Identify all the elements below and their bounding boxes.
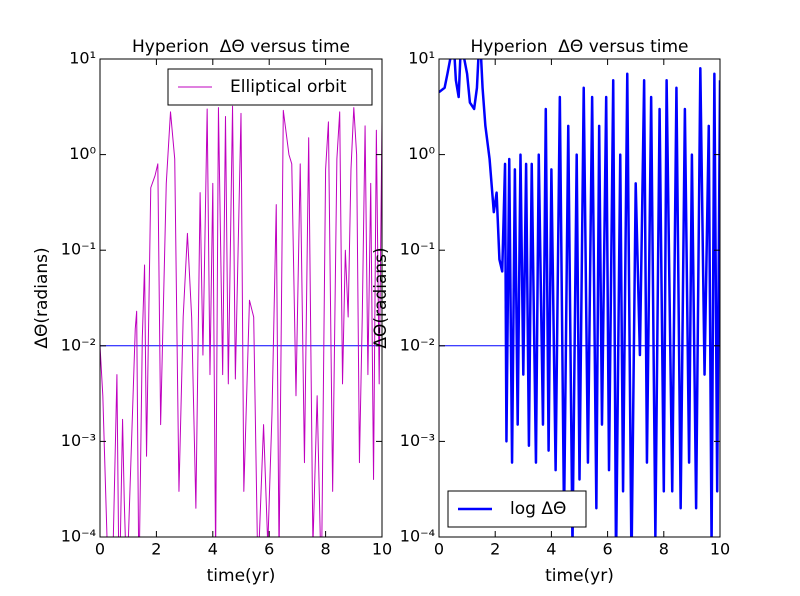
y-tick-label: 10⁻¹ — [61, 240, 96, 259]
legend-label: log ΔΘ — [510, 499, 566, 519]
chart-title: Hyperion ΔΘ versus time — [132, 37, 350, 57]
x-tick-label: 2 — [151, 540, 161, 559]
y-tick-label: 10¹ — [408, 49, 435, 68]
x-tick-label: 6 — [264, 540, 274, 559]
y-tick-label: 10⁻² — [400, 335, 435, 354]
x-tick-label: 10 — [372, 540, 392, 559]
x-axis-label: time(yr) — [207, 566, 276, 586]
x-tick-label: 0 — [434, 540, 444, 559]
x-tick-label: 10 — [710, 540, 730, 559]
y-tick-label: 10⁻² — [61, 335, 96, 354]
x-axis-label: time(yr) — [545, 566, 614, 586]
plot-area — [100, 105, 382, 537]
x-tick-label: 2 — [490, 540, 500, 559]
data-line — [100, 105, 382, 537]
x-tick-label: 8 — [321, 540, 331, 559]
y-tick-label: 10⁻⁴ — [400, 527, 435, 546]
y-tick-label: 10⁰ — [69, 144, 96, 163]
y-axis-label: ΔΘ(radians) — [371, 247, 391, 348]
y-tick-label: 10¹ — [69, 49, 96, 68]
y-tick-label: 10⁻¹ — [400, 240, 435, 259]
data-line — [439, 59, 720, 537]
axes-frame — [438, 58, 721, 538]
x-tick-label: 0 — [95, 540, 105, 559]
chart-title: Hyperion ΔΘ versus time — [470, 37, 688, 57]
x-tick-label: 6 — [603, 540, 613, 559]
legend-label: Elliptical orbit — [230, 77, 347, 97]
y-axis-label: ΔΘ(radians) — [32, 247, 52, 348]
y-tick-label: 10⁻⁴ — [61, 527, 96, 546]
axes-frame — [99, 58, 383, 538]
x-tick-label: 4 — [208, 540, 218, 559]
y-tick-label: 10⁻³ — [61, 431, 96, 450]
x-tick-label: 4 — [546, 540, 556, 559]
y-tick-label: 10⁻³ — [400, 431, 435, 450]
y-tick-label: 10⁰ — [408, 144, 435, 163]
x-tick-label: 8 — [659, 540, 669, 559]
plot-area — [439, 59, 720, 537]
